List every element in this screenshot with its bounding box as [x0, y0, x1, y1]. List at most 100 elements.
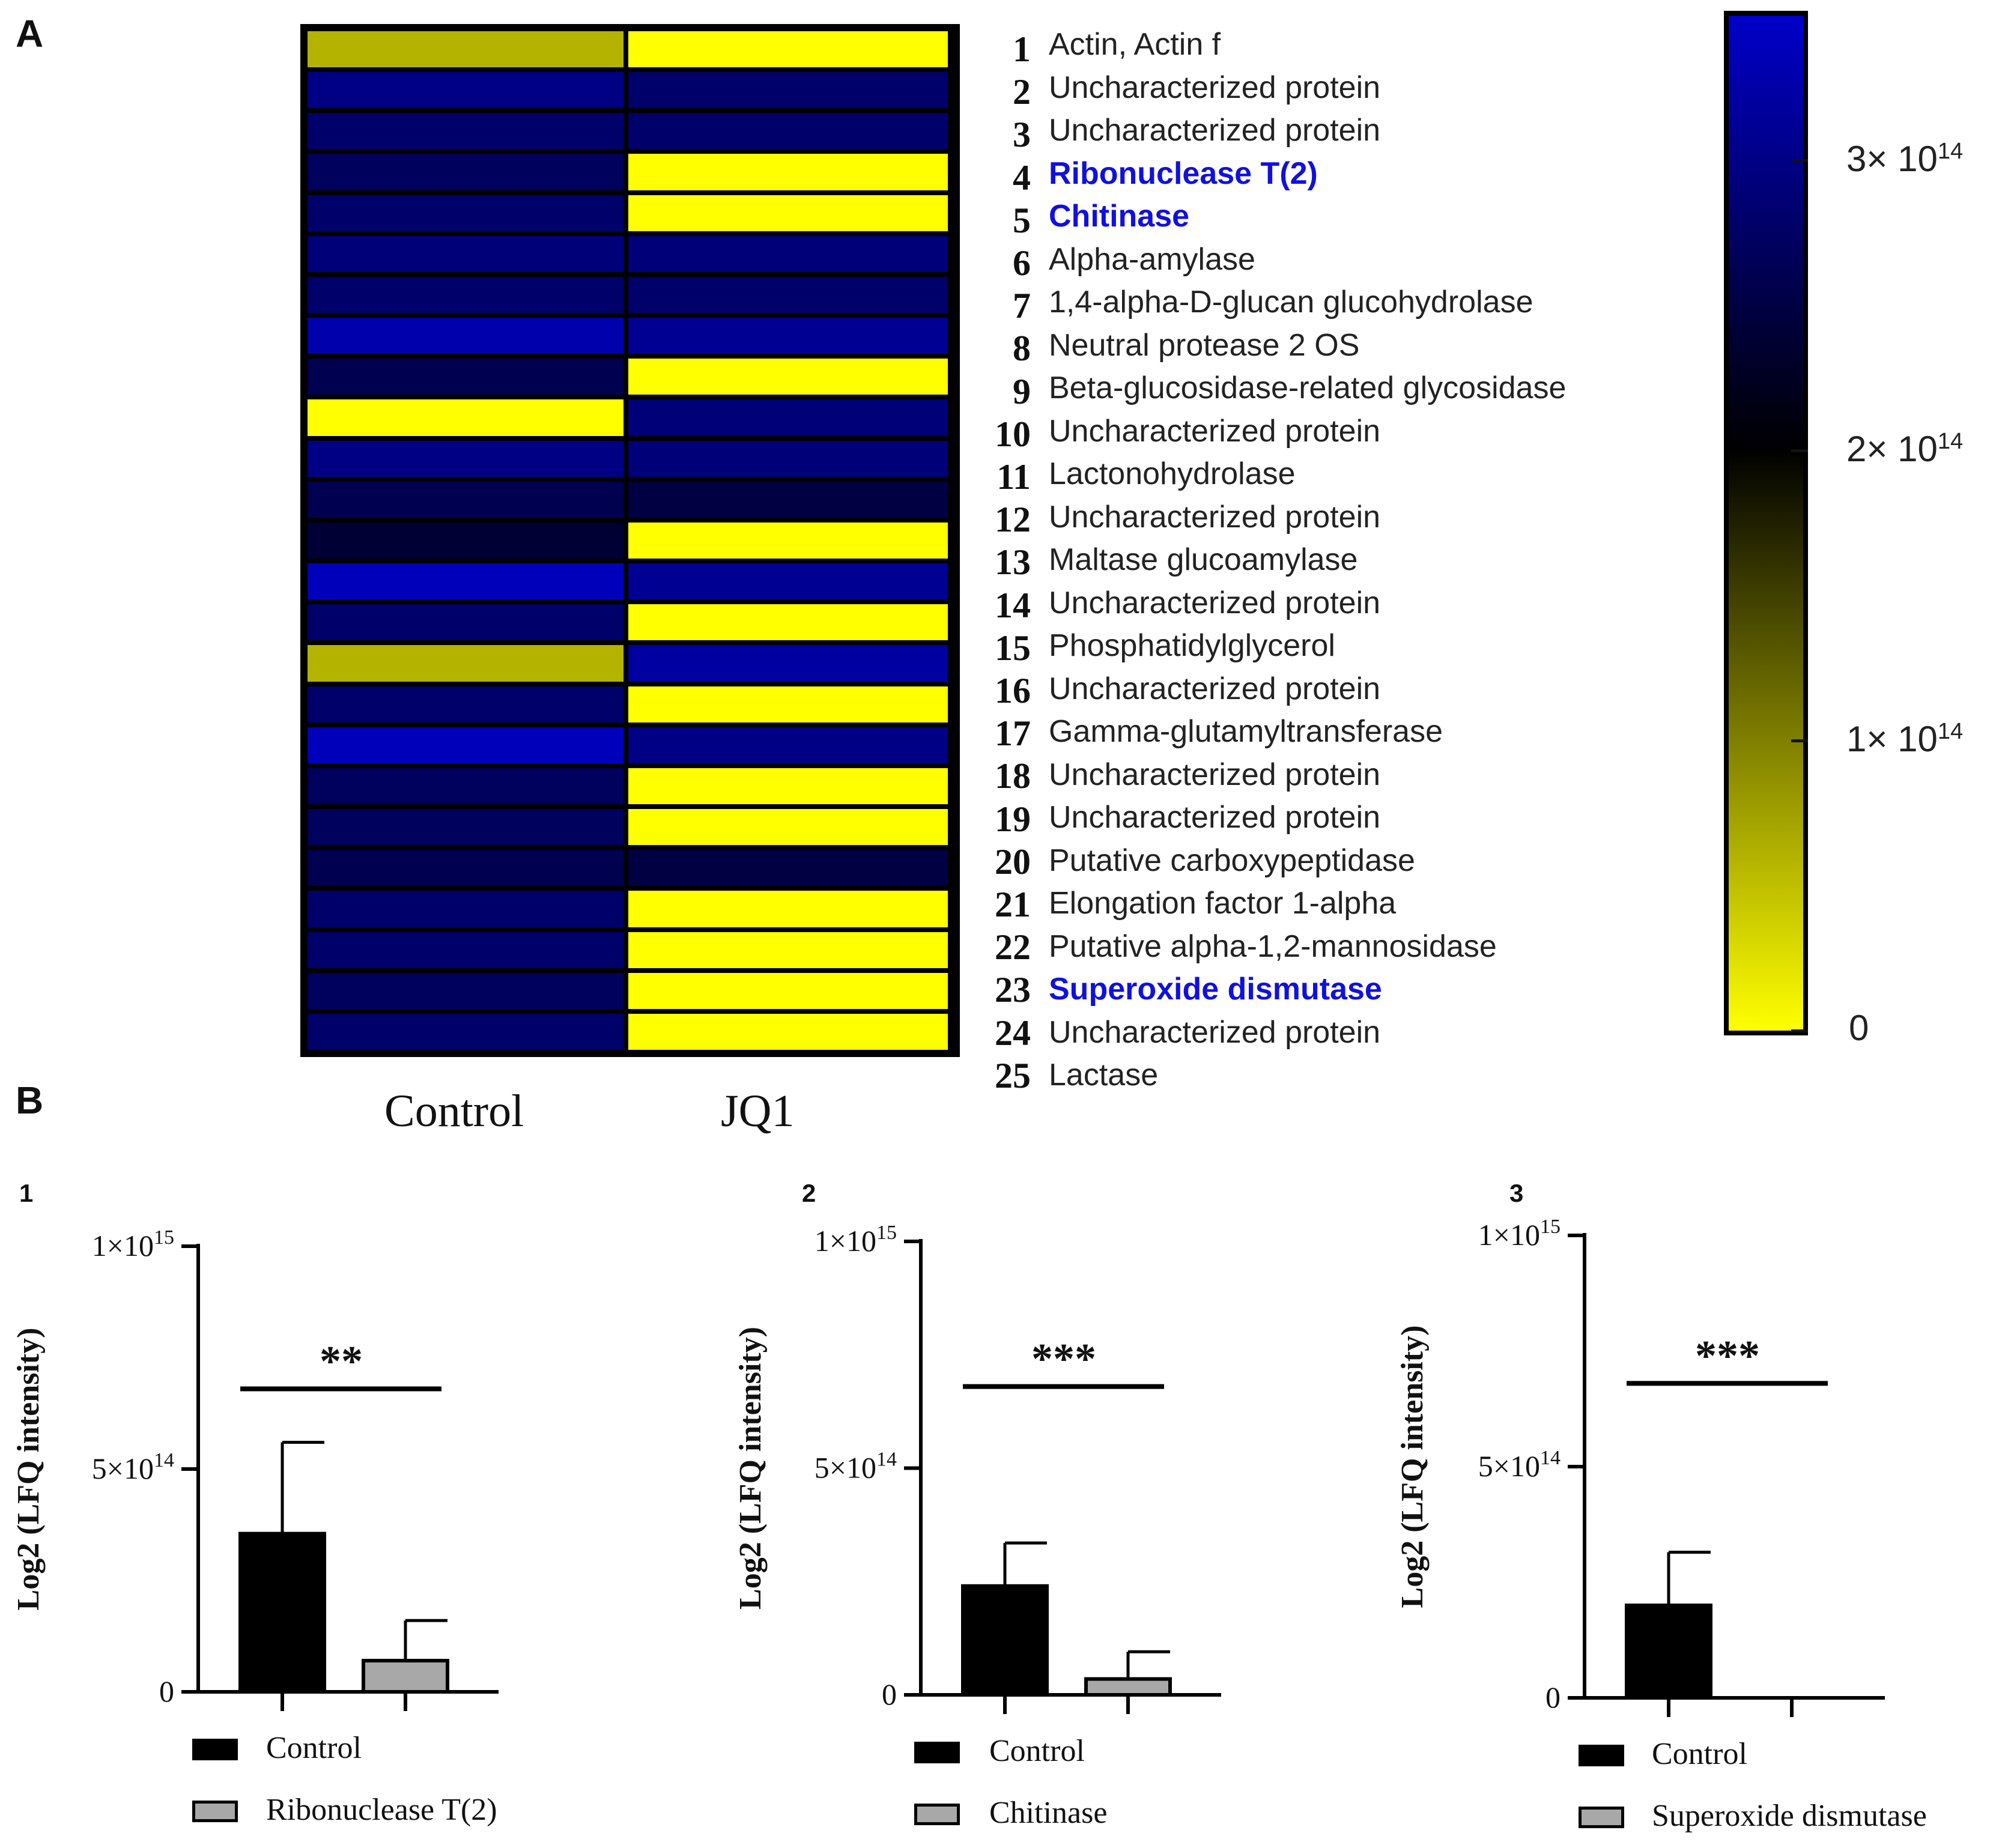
heatmap-cell	[308, 481, 623, 518]
legend-swatch-treated	[914, 1804, 960, 1825]
significance-marker: **	[320, 1337, 363, 1385]
row-name: Chitinase	[1049, 199, 1190, 234]
y-tick-label: 5×1014	[814, 1449, 897, 1485]
row-number: 9	[1013, 371, 1031, 411]
heatmap-cell	[308, 1013, 623, 1050]
row-name: Uncharacterized protein	[1049, 757, 1381, 792]
colorbar-tick-label: 0	[1849, 1008, 1869, 1048]
row-number: 20	[995, 841, 1031, 882]
heatmap-cell	[628, 113, 948, 150]
legend-swatch-control	[914, 1742, 960, 1763]
row-number: 13	[995, 542, 1031, 583]
heatmap-cell	[308, 645, 623, 682]
row-name: Uncharacterized protein	[1049, 671, 1381, 706]
row-number: 7	[1013, 286, 1031, 326]
bar-treated	[1084, 1677, 1172, 1697]
row-name: Uncharacterized protein	[1049, 113, 1381, 148]
y-tick-label: 1×1015	[814, 1222, 897, 1258]
colorbar-tick-label: 2× 1014	[1846, 429, 1964, 470]
heatmap-cell	[628, 727, 948, 763]
subpanel-label: 2	[802, 1179, 816, 1207]
heatmap-cell	[308, 440, 623, 477]
row-name: Beta-glucosidase-related glycosidase	[1049, 371, 1567, 405]
row-number: 18	[995, 756, 1031, 796]
heatmap-cell	[628, 686, 948, 723]
heatmap-cell	[308, 31, 623, 68]
row-name: Gamma-glutamyltransferase	[1049, 714, 1443, 749]
y-axis-title: Log2 (LFQ intensity)	[1395, 1325, 1430, 1608]
heatmap-cell	[308, 891, 623, 927]
row-number: 16	[995, 671, 1031, 710]
y-tick-label: 0	[1545, 1680, 1561, 1714]
colorbar-tick	[1791, 1029, 1808, 1032]
colorbar-tick	[1791, 739, 1808, 743]
panel-a-label: A	[16, 12, 44, 55]
y-axis-title: Log2 (LFQ intensity)	[11, 1328, 46, 1611]
legend-label: Ribonuclease T(2)	[266, 1793, 497, 1827]
row-name: Uncharacterized protein	[1049, 1014, 1381, 1050]
row-name: Lactase	[1049, 1058, 1159, 1092]
row-number: 1	[1013, 29, 1031, 69]
heatmap-cell	[628, 891, 948, 927]
significance-marker: ***	[1695, 1331, 1760, 1380]
subpanel-label: 1	[19, 1179, 34, 1207]
heatmap-cell	[628, 359, 948, 395]
bar-treated	[362, 1659, 449, 1694]
subpanel-label: 3	[1509, 1179, 1524, 1207]
heatmap-cell	[628, 768, 948, 805]
heatmap-cell	[628, 399, 948, 436]
heatmap-cell	[308, 850, 623, 886]
row-number: 21	[995, 885, 1031, 924]
column-label-control: Control	[384, 1086, 524, 1136]
row-number: 2	[1013, 72, 1031, 112]
heatmap-cell	[308, 72, 623, 109]
row-name: Alpha-amylase	[1049, 241, 1255, 277]
colorbar-gradient	[1729, 16, 1803, 1031]
y-tick-label: 1×1015	[92, 1226, 174, 1262]
heatmap-cell	[628, 645, 948, 682]
legend-label: Control	[266, 1731, 362, 1765]
row-name: Neutral protease 2 OS	[1049, 327, 1360, 363]
legend-label: Chitinase	[989, 1796, 1108, 1830]
heatmap-cell	[628, 932, 948, 968]
heatmap-cell	[628, 522, 948, 559]
legend-swatch-control	[1579, 1745, 1624, 1766]
y-tick-label: 0	[159, 1674, 174, 1708]
colorbar-tick	[1791, 159, 1808, 163]
heatmap-cell	[308, 195, 623, 231]
legend-label: Superoxide dismutase	[1652, 1799, 1927, 1833]
panel-b-label: B	[16, 1079, 44, 1122]
heatmap-cell	[308, 563, 623, 600]
heatmap-cell	[308, 809, 623, 846]
heatmap-cell	[308, 972, 623, 1009]
heatmap-cell	[628, 440, 948, 477]
heatmap-cell	[308, 399, 623, 436]
row-name: Uncharacterized protein	[1049, 585, 1381, 620]
y-tick-label: 0	[882, 1677, 897, 1711]
heatmap-cell	[308, 276, 623, 314]
row-name: Ribonuclease T(2)	[1049, 156, 1318, 191]
row-number: 8	[1013, 329, 1031, 369]
row-number: 11	[996, 457, 1031, 497]
heatmap-cell	[628, 809, 948, 846]
heatmap-cell	[308, 359, 623, 395]
legend-label: Control	[989, 1734, 1085, 1768]
heatmap-cell	[628, 235, 948, 272]
legend-label: Control	[1652, 1737, 1747, 1771]
y-axis-title: Log2 (LFQ intensity)	[733, 1327, 768, 1610]
row-number: 4	[1013, 157, 1031, 198]
row-name: Uncharacterized protein	[1049, 70, 1381, 105]
heatmap-cell	[628, 318, 948, 354]
row-number: 23	[995, 970, 1031, 1010]
heatmap-cell	[308, 154, 623, 190]
legend-swatch-treated	[192, 1801, 238, 1822]
heatmap-cell	[308, 235, 623, 272]
heatmap-cell	[628, 1013, 948, 1050]
heatmap-cell	[308, 727, 623, 763]
colorbar-tick	[1791, 449, 1808, 453]
row-number: 25	[995, 1055, 1031, 1095]
row-name: Uncharacterized protein	[1049, 413, 1381, 449]
row-number: 10	[995, 414, 1031, 454]
